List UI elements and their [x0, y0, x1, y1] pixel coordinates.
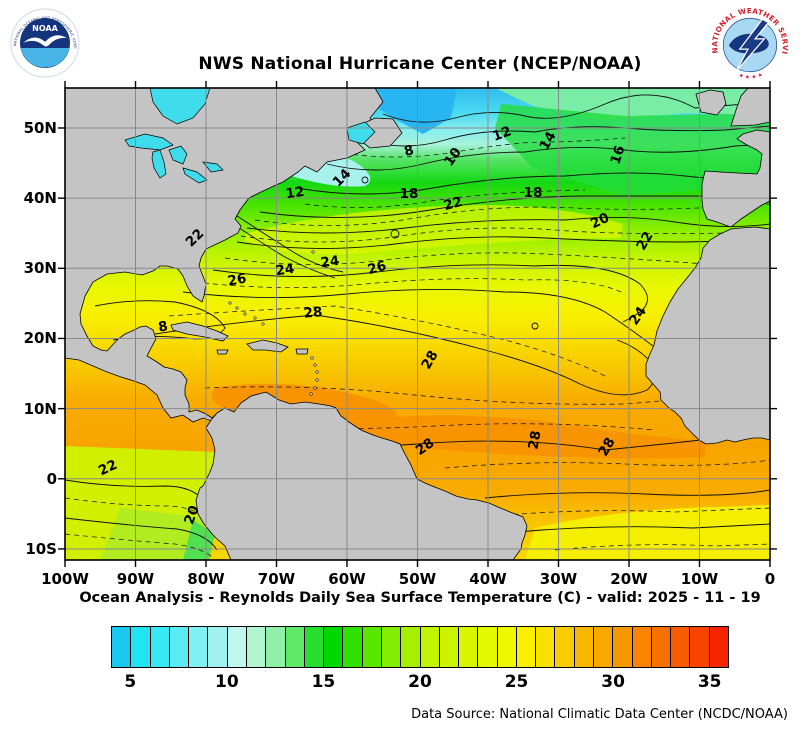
noaa-logo-text: NOAA: [32, 24, 58, 33]
lake-huron: [168, 145, 188, 165]
colorbar-cell: [496, 627, 516, 667]
colorbar-tick-label: 30: [601, 672, 625, 692]
lake-erie: [182, 167, 208, 184]
colorbar-cell: [188, 627, 208, 667]
lat-tick-label: 30N: [23, 259, 57, 278]
colorbar-cell: [245, 627, 266, 667]
inland-water: [124, 88, 376, 184]
colorbar-cell: [419, 627, 439, 667]
land-hispaniola: [246, 339, 289, 353]
map-caption: Ocean Analysis - Reynolds Daily Sea Surf…: [79, 590, 761, 606]
colorbar-cell: [515, 627, 536, 667]
contour-lines: [65, 94, 770, 551]
colorbar-cell: [207, 627, 227, 667]
colorbar-cell: [670, 627, 690, 667]
lon-tick-label: 50W: [398, 570, 437, 588]
lon-tick-label: 90W: [116, 570, 155, 588]
colorbar-tick-label: 15: [311, 672, 336, 692]
land-puerto-rico: [295, 348, 309, 355]
colorbar-cell: [323, 627, 343, 667]
data-source-text: Data Source: National Climatic Data Cent…: [411, 707, 788, 722]
island-dots: [228, 250, 319, 396]
lake-superior: [124, 133, 174, 151]
lon-tick-label: 0: [764, 570, 776, 588]
colorbar-cell: [284, 627, 304, 667]
nws-logo: NATIONAL WEATHER SERVICE ★ ★ ★ ★: [710, 5, 790, 84]
colorbar-cell: [303, 627, 324, 667]
colorbar-cell: [168, 627, 189, 667]
colorbar-cell: [342, 627, 362, 667]
lake-michigan: [151, 149, 167, 179]
land-ireland: [695, 89, 727, 116]
land-great-britain: [730, 88, 770, 127]
lon-tick-label: 100W: [41, 570, 89, 588]
land-europe-iberia: [701, 129, 770, 228]
colorbar-cell: [631, 627, 651, 667]
colorbar-cell: [361, 627, 381, 667]
colorbar-cell: [458, 627, 478, 667]
colorbar-cell: [535, 627, 555, 667]
lake-ontario: [202, 161, 224, 173]
colorbar-cell: [477, 627, 497, 667]
noaa-seagull-icon: [23, 35, 67, 47]
colorbar-cell: [708, 627, 728, 667]
colorbar-cell: [650, 627, 671, 667]
colorbar-tick-label: 35: [697, 672, 722, 692]
colorbar-cell: [265, 627, 285, 667]
colorbar: [111, 626, 729, 668]
colorbar-cell: [130, 627, 150, 667]
colorbar-cell: [380, 627, 401, 667]
land-jamaica: [216, 349, 229, 355]
land-africa: [645, 226, 770, 445]
axis-ticks: [58, 81, 777, 567]
noaa-logo: NATIONAL OCEANIC AND ATMOSPHERIC ADMINIS…: [10, 8, 80, 78]
colorbar-cell: [612, 627, 632, 667]
noaa-logo-sea: [20, 48, 70, 68]
colorbar-cell: [149, 627, 169, 667]
colorbar-tick-label: 25: [504, 672, 529, 692]
land-south-america: [195, 391, 528, 560]
lat-tick-label: 50N: [23, 118, 57, 137]
page-title: NWS National Hurricane Center (NCEP/NOAA…: [198, 54, 642, 74]
sst-map: [58, 81, 777, 567]
colorbar-cell: [593, 627, 613, 667]
colorbar-tick-label: 5: [124, 672, 137, 692]
colorbar-cell: [573, 627, 594, 667]
graticule: [65, 88, 770, 560]
colorbar-cell: [554, 627, 574, 667]
lon-tick-label: 40W: [469, 570, 507, 588]
nws-lightning-bolt-icon: [736, 18, 770, 72]
colorbar-cell: [400, 627, 420, 667]
lat-tick-label: 10N: [23, 399, 57, 418]
lat-tick-label: 10S: [25, 539, 57, 558]
hudson-bay: [149, 88, 211, 125]
lon-tick-label: 20W: [610, 570, 648, 588]
lat-tick-label: 40N: [23, 189, 57, 208]
colorbar-cell: [438, 627, 459, 667]
lat-tick-label: 0: [46, 469, 57, 488]
lon-tick-label: 80W: [187, 570, 225, 588]
colorbar-tick-label: 10: [215, 672, 239, 692]
lon-tick-label: 70W: [257, 570, 296, 588]
contour-lines-dashed: [65, 137, 770, 559]
nws-stars: ★ ★ ★ ★: [738, 71, 764, 81]
colorbar-tick-label: 20: [408, 672, 432, 692]
lon-tick-label: 30W: [539, 570, 578, 588]
lon-tick-label: 10W: [680, 570, 719, 588]
colorbar-cell: [112, 627, 131, 667]
colorbar-cell: [226, 627, 246, 667]
colorbar-cell: [689, 627, 709, 667]
lat-tick-label: 20N: [23, 329, 57, 348]
lon-tick-label: 60W: [328, 570, 366, 588]
